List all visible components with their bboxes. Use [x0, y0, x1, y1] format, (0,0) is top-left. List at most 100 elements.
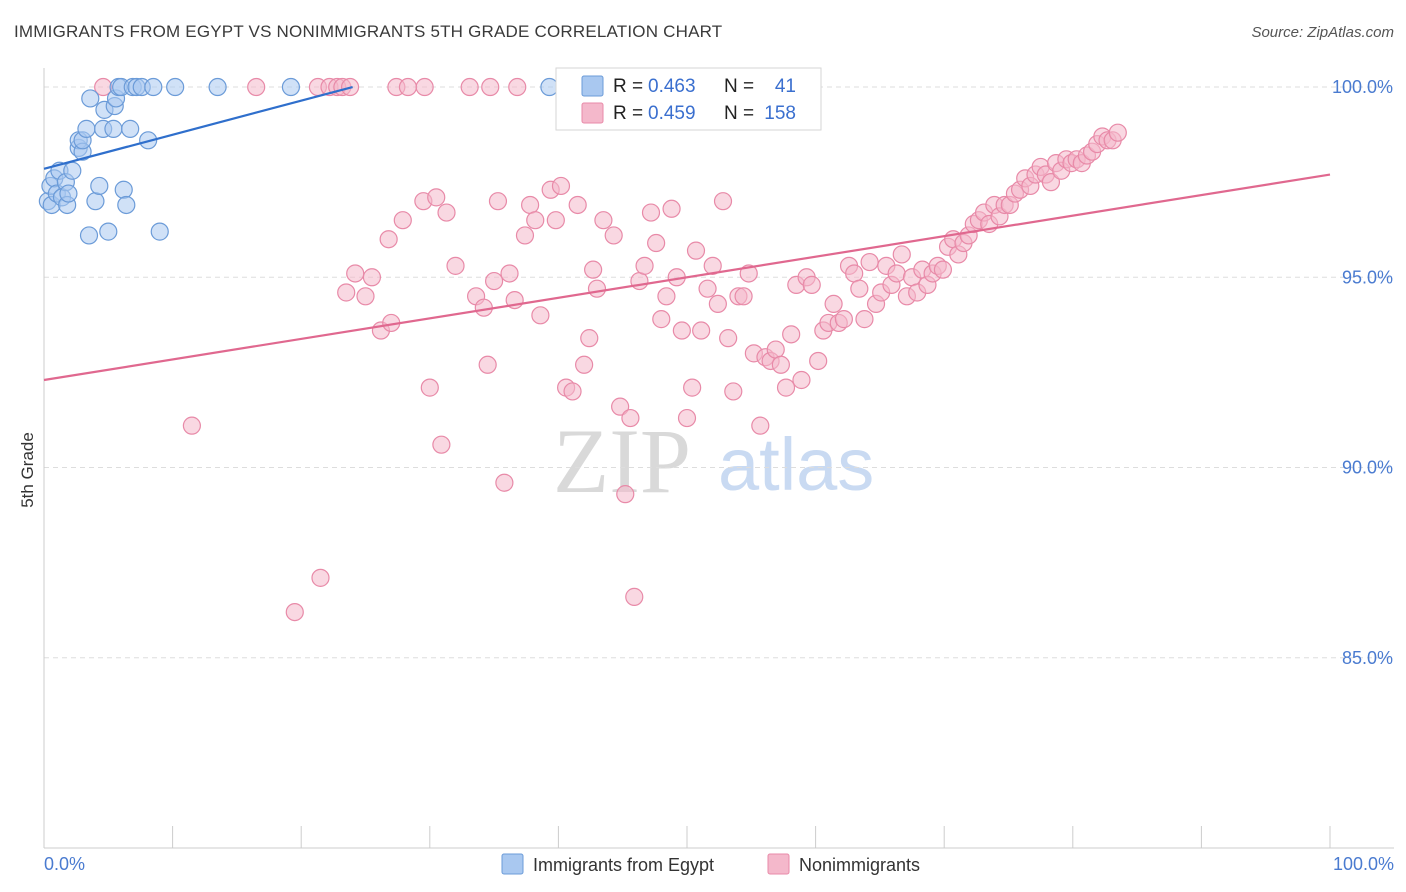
source-label: Source: ZipAtlas.com [1251, 24, 1394, 41]
nonimmigrants-point [616, 485, 635, 504]
nonimmigrants-point [686, 241, 706, 260]
nonimmigrants-point [683, 378, 702, 397]
nonimmigrants-point [500, 264, 519, 283]
egypt-point [114, 180, 133, 199]
egypt-point [144, 77, 163, 97]
nonimmigrants-point [488, 192, 508, 211]
nonimmigrants-point [776, 378, 796, 397]
nonimmigrants-trend-line [43, 173, 1331, 382]
nonimmigrants-point [724, 382, 743, 401]
nonimmigrants-point [719, 329, 738, 348]
nonimmigrants-point [652, 310, 671, 329]
nonimmigrants-point [708, 294, 727, 314]
nonimmigrants-point [809, 351, 828, 371]
nonimmigrants-point [677, 408, 697, 428]
nonimmigrants-point [432, 435, 451, 454]
nonimmigrants-point [415, 77, 434, 97]
nonimmigrants-point [495, 473, 514, 492]
nonimmigrants-point [379, 230, 398, 249]
egypt-point [63, 161, 82, 180]
nonimmigrants-point [933, 260, 953, 279]
egypt-point [90, 176, 109, 196]
nonimmigrants-point [346, 264, 365, 283]
nonimmigrants-point [356, 287, 375, 306]
axis-ticks: 85.0% 90.0% 95.0% 100.0% [43, 77, 1393, 848]
egypt-point [99, 222, 118, 241]
nonimmigrants-point [508, 77, 527, 97]
nonimmigrants-point [420, 378, 439, 397]
nonimmigrants-point [546, 211, 565, 230]
nonimmigrants-point [182, 416, 201, 435]
nonimmigrants-point [703, 256, 722, 275]
chart-title: IMMIGRANTS FROM EGYPT VS NONIMMIGRANTS 5… [14, 22, 723, 41]
nonimmigrants-point [641, 203, 661, 222]
nonimmigrants-point [771, 355, 790, 374]
nonimmigrants-point [398, 77, 418, 97]
egypt-n-value: 41 [775, 76, 796, 97]
nonimmigrants-point [393, 211, 412, 230]
egypt-point [79, 226, 99, 245]
nonimmigrants-point [802, 275, 821, 294]
nonimmigrants-point [824, 294, 843, 314]
nonimmigrants-point [580, 329, 599, 348]
nonimmigrants-point [782, 325, 801, 344]
nonimmigrants-point [568, 195, 587, 215]
y-tick-label: 95.0% [1342, 267, 1393, 287]
nonimmigrants-point [362, 268, 382, 287]
nonimmigrants-point [845, 264, 864, 283]
watermark-atlas: atlas [718, 423, 874, 506]
nonimmigrants-point [739, 264, 758, 283]
gridlines [44, 86, 1394, 659]
egypt-point [104, 119, 123, 138]
nonimmigrants-n-value: 158 [764, 103, 796, 124]
nonimmigrants-point [621, 408, 640, 428]
nonimmigrants-point [692, 321, 711, 340]
egypt-point [117, 195, 136, 215]
nonimmigrants-point [713, 192, 733, 211]
x-tick-label-max: 100.0% [1333, 854, 1394, 874]
nonimmigrants-point [481, 77, 500, 97]
egypt-point [121, 119, 140, 138]
nonimmigrants-point [437, 203, 456, 222]
nonimmigrants-point [734, 287, 753, 306]
nonimmigrants-point [625, 587, 644, 606]
nonimmigrants-point [485, 271, 504, 291]
nonimmigrants-point [337, 283, 356, 302]
nonimmigrants-point [575, 355, 594, 374]
nonimmigrants-point [892, 245, 911, 264]
nonimmigrants-point [563, 382, 582, 401]
trend-lines [43, 85, 1331, 382]
egypt-point [540, 77, 559, 97]
nonimmigrants-point [587, 279, 607, 298]
nonimmigrants-point [860, 252, 879, 272]
nonimmigrants-r-value: 0.459 [648, 103, 696, 124]
egypt-point [59, 184, 78, 203]
nonimmigrants-point [531, 306, 550, 325]
stats-legend: R = 0.463 N = 41 R = 0.459 N = 158 [555, 67, 822, 131]
y-tick-label: 90.0% [1342, 458, 1393, 478]
nonimmigrants-swatch [581, 102, 604, 124]
nonimmigrants-point [850, 279, 869, 298]
egypt-point [208, 77, 227, 97]
egypt-point [166, 77, 185, 97]
egypt-r-value: 0.463 [648, 76, 696, 97]
egypt-trend-line [43, 85, 353, 170]
legend-egypt-swatch [501, 853, 524, 875]
nonimmigrants-point [766, 340, 785, 359]
nonimmigrants-point [887, 264, 906, 283]
nonimmigrants-point [792, 370, 811, 390]
nonimmigrants-point [751, 416, 770, 435]
egypt-points [38, 77, 559, 245]
nonimmigrants-point [515, 226, 535, 245]
nonimmigrants-point [1041, 173, 1061, 192]
nonimmigrants-point [247, 77, 266, 97]
nonimmigrants-n-label: N = [724, 103, 754, 124]
y-axis-title: 5th Grade [18, 432, 37, 508]
egypt-point [81, 89, 100, 108]
nonimmigrants-point [285, 602, 304, 622]
nonimmigrants-point [446, 256, 465, 275]
bottom-legend: Immigrants from Egypt Nonimmigrants [501, 853, 920, 875]
nonimmigrants-point [521, 195, 540, 215]
nonimmigrants-point [584, 260, 603, 279]
